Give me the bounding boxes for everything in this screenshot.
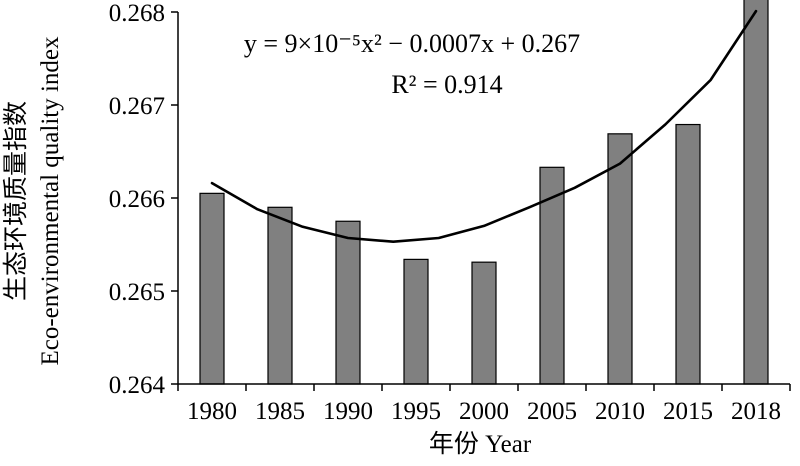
- bar-1985: [267, 206, 293, 385]
- x-tick-label-2000: 2000: [459, 398, 509, 425]
- bar-2005: [539, 166, 565, 385]
- x-tick-label-2005: 2005: [527, 398, 577, 425]
- x-tick-label-2010: 2010: [595, 398, 645, 425]
- y-axis-title-line1: 生态环境质量指数: [2, 101, 30, 301]
- r-squared-label: R² = 0.914: [391, 70, 502, 99]
- y-tick-label-0.265: 0.265: [109, 279, 165, 306]
- x-tick-labels: 1980 1985 1990 1995 2000 2005 2010 2015 2018: [177, 384, 791, 425]
- x-tick-label-1995: 1995: [391, 398, 441, 425]
- trendline-layer: [210, 9, 758, 243]
- y-tick-label-0.267: 0.267: [109, 93, 165, 120]
- y-tick-label-0.264: 0.264: [109, 372, 166, 399]
- bar-2018: [743, 0, 769, 385]
- x-tick-label-2015: 2015: [663, 398, 713, 425]
- bar-1980: [199, 192, 225, 385]
- y-tick-label-0.266: 0.266: [109, 186, 165, 213]
- x-tick-label-1990: 1990: [323, 398, 373, 425]
- x-tick-label-1985: 1985: [255, 398, 305, 425]
- bar-2010: [607, 133, 633, 385]
- bar-2015: [675, 123, 701, 385]
- bars-layer: [199, 0, 769, 385]
- fit-equation: y = 9×10⁻⁵x² − 0.0007x + 0.267: [244, 29, 580, 58]
- bar-2000: [471, 261, 497, 385]
- bar-1990: [335, 220, 361, 385]
- y-tick-label-0.268: 0.268: [109, 0, 165, 27]
- x-axis-title: 年份 Year: [429, 430, 532, 458]
- bar-1995: [403, 258, 429, 385]
- quadratic-fit-curve: [210, 9, 758, 243]
- x-tick-label-2018: 2018: [731, 398, 781, 425]
- y-axis-title-line2: Eco-environmental quality index: [37, 36, 64, 366]
- x-tick-label-1980: 1980: [187, 398, 237, 425]
- y-tick-labels: 0.264 0.265 0.266 0.267 0.268: [109, 0, 178, 399]
